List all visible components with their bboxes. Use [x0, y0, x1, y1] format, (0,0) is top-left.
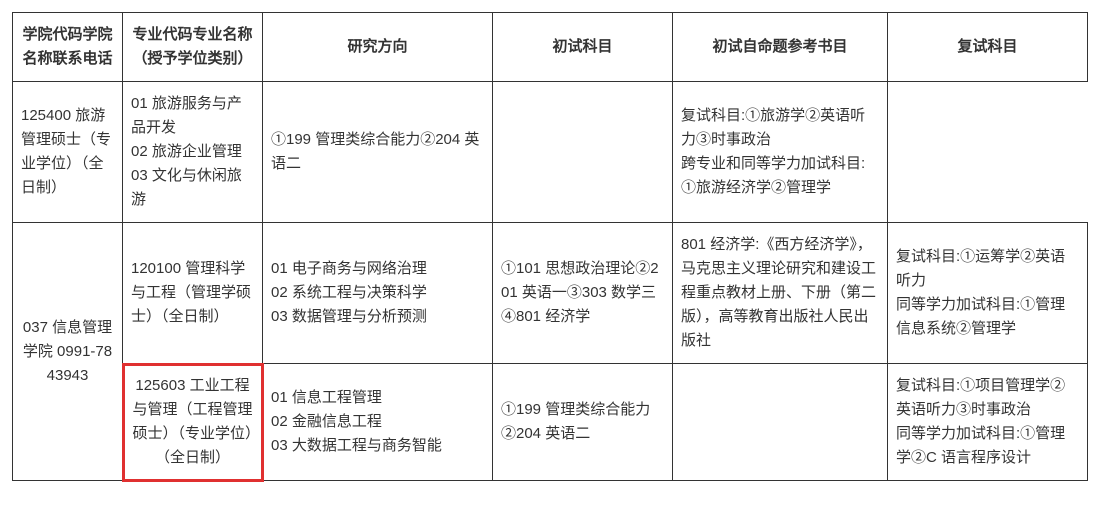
table-row: 125603 工业工程与管理（工程管理硕士）（专业学位）（全日制） 01 信息工… [13, 364, 1088, 481]
cell-exam: ①199 管理类综合能力②204 英语二 [263, 82, 493, 223]
cell-direction: 01 信息工程管理02 金融信息工程03 大数据工程与商务智能 [263, 364, 493, 481]
cell-exam: ①101 思想政治理论②201 英语一③303 数学三④801 经济学 [493, 223, 673, 364]
th-direction: 研究方向 [263, 13, 493, 82]
th-retest: 复试科目 [888, 13, 1088, 82]
cell-direction: 01 电子商务与网络治理02 系统工程与决策科学03 数据管理与分析预测 [263, 223, 493, 364]
th-exam: 初试科目 [493, 13, 673, 82]
table-body: 125400 旅游管理硕士（专业学位）（全日制） 01 旅游服务与产品开发02 … [13, 82, 1088, 481]
cell-major: 120100 管理科学与工程（管理学硕士）（全日制） [123, 223, 263, 364]
table-row: 037 信息管理学院 0991-7843943 120100 管理科学与工程（管… [13, 223, 1088, 364]
cell-retest: 复试科目:①运筹学②英语听力同等学力加试科目:①管理信息系统②管理学 [888, 223, 1088, 364]
header-row: 学院代码学院名称联系电话 专业代码专业名称（授予学位类别） 研究方向 初试科目 … [13, 13, 1088, 82]
cell-ref: 801 经济学:《西方经济学》，马克思主义理论研究和建设工程重点教材上册、下册（… [673, 223, 888, 364]
cell-retest: 复试科目:①旅游学②英语听力③时事政治跨专业和同等学力加试科目:①旅游经济学②管… [673, 82, 888, 223]
th-college: 学院代码学院名称联系电话 [13, 13, 123, 82]
cell-direction: 01 旅游服务与产品开发02 旅游企业管理03 文化与休闲旅游 [123, 82, 263, 223]
cell-retest: 复试科目:①项目管理学②英语听力③时事政治同等学力加试科目:①管理学②C 语言程… [888, 364, 1088, 481]
cell-major-highlighted: 125603 工业工程与管理（工程管理硕士）（专业学位）（全日制） [123, 364, 263, 481]
table-row: 125400 旅游管理硕士（专业学位）（全日制） 01 旅游服务与产品开发02 … [13, 82, 1088, 223]
th-ref: 初试自命题参考书目 [673, 13, 888, 82]
table-head: 学院代码学院名称联系电话 专业代码专业名称（授予学位类别） 研究方向 初试科目 … [13, 13, 1088, 82]
cell-college: 037 信息管理学院 0991-7843943 [13, 223, 123, 481]
th-major: 专业代码专业名称（授予学位类别） [123, 13, 263, 82]
cell-ref [673, 364, 888, 481]
program-table: 学院代码学院名称联系电话 专业代码专业名称（授予学位类别） 研究方向 初试科目 … [12, 12, 1088, 481]
cell-major: 125400 旅游管理硕士（专业学位）（全日制） [13, 82, 123, 223]
cell-ref [493, 82, 673, 223]
cell-exam: ①199 管理类综合能力②204 英语二 [493, 364, 673, 481]
